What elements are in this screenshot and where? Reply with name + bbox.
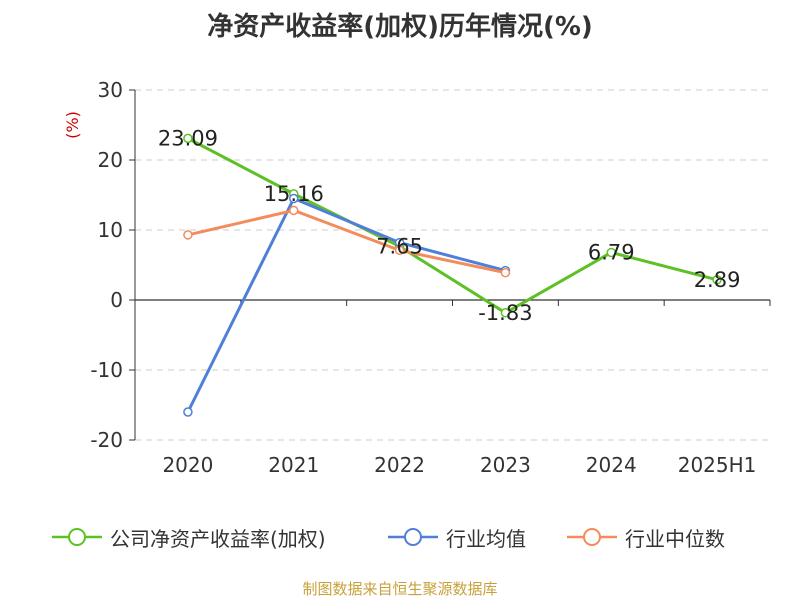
data-point: [183, 133, 193, 144]
gridlines: [135, 89, 770, 441]
data-label: 23.09: [158, 126, 218, 150]
x-tick-label: 2021: [268, 453, 319, 477]
legend-label: 行业均值: [446, 526, 526, 551]
legend-swatch-icon: [52, 528, 102, 546]
y-tick-label: 0: [110, 288, 123, 312]
legend-item[interactable]: 公司净资产收益率(加权): [52, 520, 326, 554]
chart-legend: 公司净资产收益率(加权) 行业均值 行业中位数: [0, 520, 800, 554]
data-label: 7.65: [376, 234, 423, 258]
chart-title: 净资产收益率(加权)历年情况(%): [207, 12, 593, 42]
y-tick-label: -20: [90, 428, 123, 452]
x-tick-label: 2020: [162, 453, 213, 477]
x-tick-label: 2022: [374, 453, 425, 477]
data-point: [394, 245, 405, 256]
y-tick-label: 10: [98, 218, 123, 242]
legend-item[interactable]: 行业均值: [388, 520, 526, 554]
legend-label: 公司净资产收益率(加权): [110, 526, 326, 551]
legend-label: 行业中位数: [625, 526, 725, 551]
series-line-1: [186, 197, 506, 413]
y-tick-label: -10: [90, 358, 123, 382]
data-point: [500, 267, 511, 278]
legend-item[interactable]: 行业中位数: [567, 520, 725, 554]
data-labels: 23.09 15.16 7.65 -1.83 6.79 2.89: [158, 126, 741, 324]
data-label: 15.16: [264, 182, 324, 206]
data-point: [500, 308, 511, 318]
series-lines: [183, 133, 722, 417]
data-point: [289, 205, 299, 216]
x-tick-label: 2025H1: [678, 453, 757, 477]
data-label: 2.89: [694, 268, 741, 292]
data-point: [606, 247, 616, 258]
x-tick-label: 2024: [586, 453, 637, 477]
y-tick-label: 20: [98, 148, 123, 172]
series-line-2: [187, 208, 506, 275]
axes: 30 20 10 0 -10 -20 2020 2021 2022 2023 2024 2025H1 (…: [63, 78, 771, 477]
series-line-0: [187, 137, 718, 315]
data-label: 6.79: [588, 240, 635, 264]
data-point: [183, 230, 193, 240]
data-point: [712, 275, 722, 285]
y-axis-label: (%): [63, 111, 82, 139]
data-point: [183, 407, 193, 417]
legend-swatch-icon: [388, 528, 438, 546]
x-tick-label: 2023: [480, 453, 531, 477]
data-label: -1.83: [478, 301, 532, 325]
legend-swatch-icon: [567, 528, 617, 546]
y-tick-label: 30: [98, 78, 123, 102]
data-point: [289, 193, 299, 204]
source-note: 制图数据来自恒生聚源数据库: [302, 580, 498, 598]
